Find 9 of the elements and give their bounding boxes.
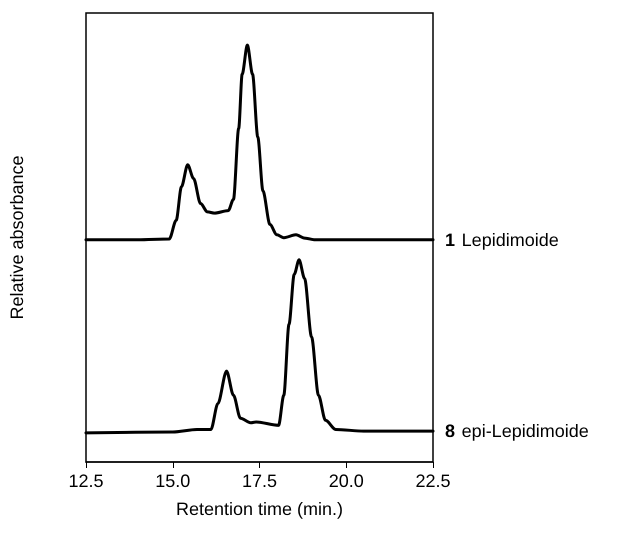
series-label: 8 epi-Lepidimoide <box>445 421 589 442</box>
y-axis-title: Relative absorbance <box>7 155 27 320</box>
x-tick-label: 20.0 <box>328 471 364 491</box>
x-axis-title: Retention time (min.) <box>176 499 344 519</box>
x-tick-label: 17.5 <box>242 471 278 491</box>
x-tick-label: 12.5 <box>68 471 104 491</box>
x-tick-label: 22.5 <box>415 471 451 491</box>
x-tick-label: 15.0 <box>155 471 190 491</box>
series-label: 1 Lepidimoide <box>445 230 559 250</box>
